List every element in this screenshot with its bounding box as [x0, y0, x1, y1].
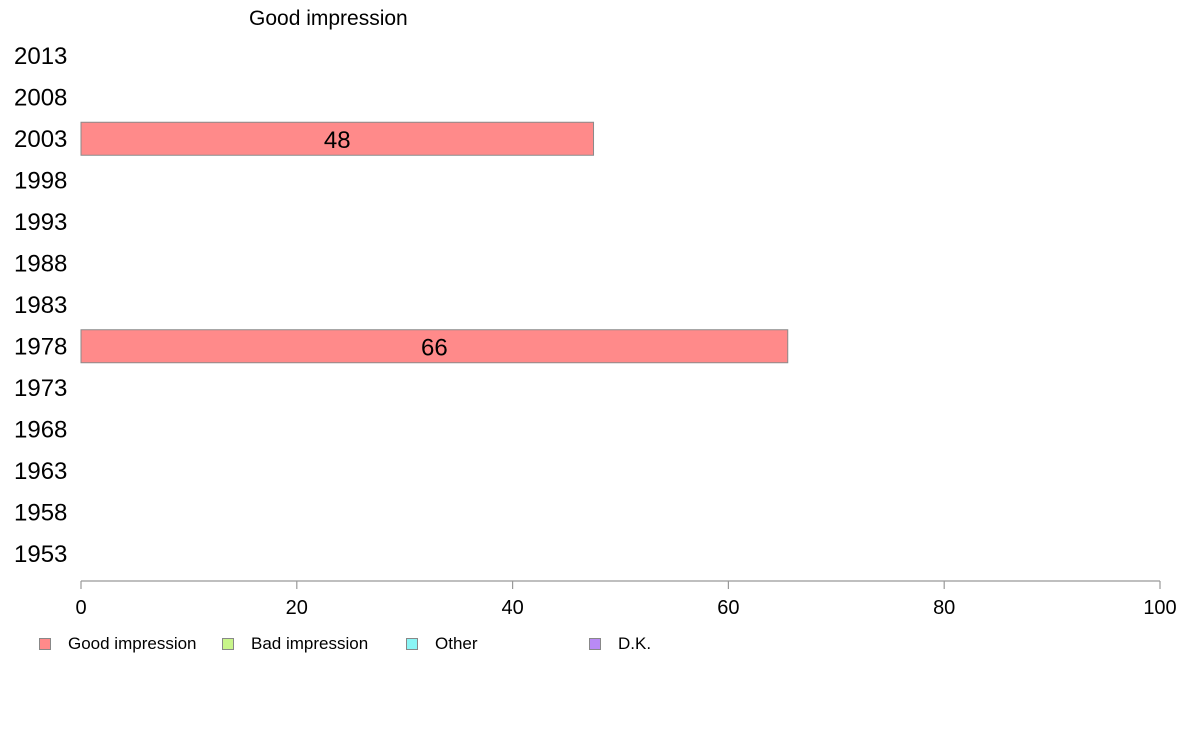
x-tick-label: 40	[501, 597, 523, 619]
y-tick-label: 1953	[14, 541, 67, 568]
y-tick-label: 2003	[14, 126, 67, 153]
y-tick-label: 1973	[14, 375, 67, 402]
bar-value-label: 48	[324, 127, 351, 154]
y-tick-label: 1988	[14, 250, 67, 277]
legend-swatch-icon	[589, 638, 601, 650]
legend-label: D.K.	[618, 634, 652, 653]
legend-item-bad: Bad impression	[222, 634, 368, 654]
legend-swatch-icon	[222, 638, 234, 650]
x-tick-label: 60	[717, 597, 739, 619]
y-tick-label: 1983	[14, 292, 67, 319]
bar	[80, 329, 789, 364]
x-tick-label: 80	[933, 597, 955, 619]
y-tick-label: 1998	[14, 167, 67, 194]
x-axis-ticks: 0 20 40 60 80 100	[75, 581, 1177, 619]
y-tick-label: 2008	[14, 84, 67, 111]
legend: Good impression Bad impression Other D.K…	[39, 634, 739, 658]
x-tick-label: 20	[286, 597, 308, 619]
bars	[80, 121, 789, 364]
bar-value-label: 66	[421, 334, 448, 361]
legend-label: Other	[435, 634, 478, 653]
panel-title: Good impression	[249, 7, 408, 30]
y-tick-label: 1958	[14, 499, 67, 526]
y-tick-label: 1968	[14, 416, 67, 443]
legend-label: Bad impression	[251, 634, 369, 653]
legend-item-good: Good impression	[39, 634, 197, 654]
legend-label: Good impression	[68, 634, 197, 653]
bar-value-labels: 48 66	[324, 127, 448, 362]
y-tick-label: 1978	[14, 333, 67, 360]
legend-swatch-icon	[406, 638, 418, 650]
legend-swatch-icon	[39, 638, 51, 650]
bar	[80, 121, 595, 156]
y-tick-label: 1963	[14, 458, 67, 485]
legend-item-dk: D.K.	[589, 634, 651, 654]
x-tick-label: 0	[75, 597, 86, 619]
legend-item-other: Other	[406, 634, 478, 654]
y-axis-labels: 2013 2008 2003 1998 1993 1988 1983 1978 1973 1968…	[14, 43, 67, 568]
y-tick-label: 2013	[14, 43, 67, 70]
x-tick-label: 100	[1143, 597, 1176, 619]
y-tick-label: 1993	[14, 209, 67, 236]
